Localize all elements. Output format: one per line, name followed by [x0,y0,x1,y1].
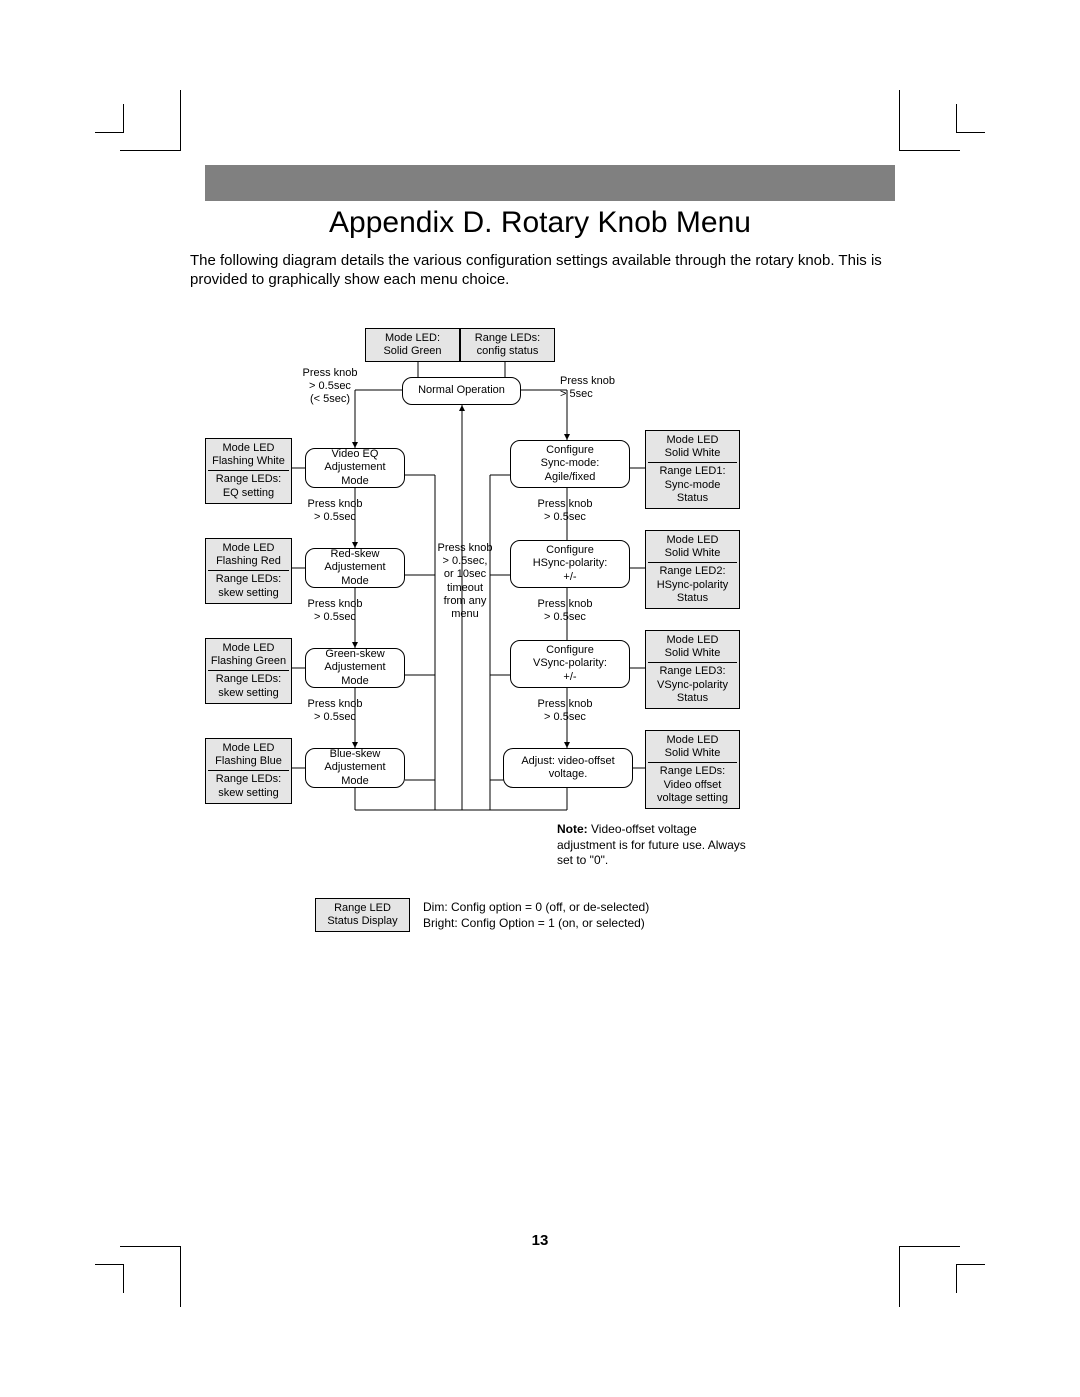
left-status-box: Mode LED Flashing White Range LEDs: EQ s… [205,438,292,504]
center-return-label: Press knob > 0.5sec, or 10sec timeout fr… [436,542,494,621]
label: Mode LED Solid White [648,534,737,563]
press-knob-right: Press knob > 5sec [560,375,640,401]
video-eq-node: Video EQ Adjustement Mode [305,448,405,488]
press-label: Press knob > 0.5sec [525,598,605,624]
label: Mode LED Flashing Red [208,542,289,571]
video-offset-node: Adjust: video-offset voltage. [503,748,633,788]
right-status-box: Mode LED Solid White Range LED1: Sync-mo… [645,430,740,509]
label: Range LEDs: Video offset voltage setting [648,765,737,805]
legend-box: Range LED Status Display [315,898,410,932]
vsync-node: Configure VSync-polarity: +/- [510,640,630,688]
label: Normal Operation [418,384,505,397]
press-label: Press knob > 0.5sec [295,698,375,724]
right-status-box: Mode LED Solid White Range LED3: VSync-p… [645,630,740,709]
label: Range LED3: VSync-polarity Status [648,665,737,705]
note-text: Note: Video-offset voltage adjustment is… [557,822,747,869]
label: Mode LED: [385,332,440,344]
sync-mode-node: Configure Sync-mode: Agile/fixed [510,440,630,488]
label: Range LEDs: EQ setting [208,473,289,499]
crop-mark [120,90,181,151]
press-label: Press knob > 0.5sec [295,498,375,524]
legend-text: Dim: Config option = 0 (off, or de-selec… [423,900,723,931]
mode-led-top: Mode LED: Solid Green [365,328,460,362]
trim-mark [956,104,985,133]
page-title: Appendix D. Rotary Knob Menu [0,206,1080,240]
trim-mark [956,1264,985,1293]
crop-mark [899,1246,960,1307]
right-status-box: Mode LED Solid White Range LED2: HSync-p… [645,530,740,609]
left-status-box: Mode LED Flashing Green Range LEDs: skew… [205,638,292,704]
intro-text: The following diagram details the variou… [190,252,890,290]
press-label: Press knob > 0.5sec [295,598,375,624]
label: Mode LED Solid White [648,734,737,763]
label: Solid Green [383,345,441,357]
red-skew-node: Red-skew Adjustement Mode [305,548,405,588]
header-bar [205,165,895,201]
label: Mode LED Flashing White [208,442,289,471]
press-knob-left: Press knob > 0.5sec (< 5sec) [290,367,370,407]
label: Range LEDs: skew setting [208,673,289,699]
label: Range LEDs: skew setting [208,773,289,799]
label: Range LED2: HSync-polarity Status [648,565,737,605]
label: Mode LED Solid White [648,434,737,463]
press-label: Press knob > 0.5sec [525,698,605,724]
label: Mode LED Flashing Blue [208,742,289,771]
trim-mark [95,104,124,133]
trim-mark [95,1264,124,1293]
normal-operation-node: Normal Operation [402,377,521,405]
label: config status [477,345,539,357]
page-number: 13 [0,1232,1080,1249]
left-status-box: Mode LED Flashing Red Range LEDs: skew s… [205,538,292,604]
crop-mark [120,1246,181,1307]
label: Range LEDs: skew setting [208,573,289,599]
flowchart: Mode LED: Solid Green Range LEDs: config… [205,320,895,970]
right-status-box: Mode LED Solid White Range LEDs: Video o… [645,730,740,809]
press-label: Press knob > 0.5sec [525,498,605,524]
page: Appendix D. Rotary Knob Menu The followi… [0,0,1080,1397]
range-led-top: Range LEDs: config status [460,328,555,362]
blue-skew-node: Blue-skew Adjustement Mode [305,748,405,788]
crop-mark [899,90,960,151]
green-skew-node: Green-skew Adjustement Mode [305,648,405,688]
label: Mode LED Flashing Green [208,642,289,671]
note-bold: Note: [557,822,588,836]
hsync-node: Configure HSync-polarity: +/- [510,540,630,588]
label: Range LEDs: [475,332,540,344]
left-status-box: Mode LED Flashing Blue Range LEDs: skew … [205,738,292,804]
label: Range LED1: Sync-mode Status [648,465,737,505]
label: Mode LED Solid White [648,634,737,663]
